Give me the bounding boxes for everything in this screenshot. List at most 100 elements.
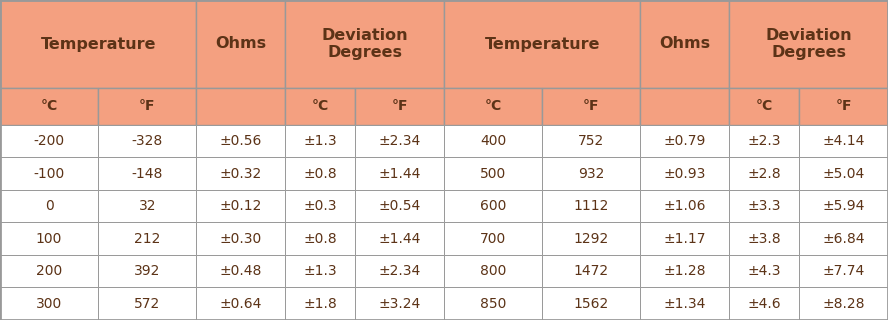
Text: 212: 212 bbox=[134, 232, 161, 246]
Text: Temperature: Temperature bbox=[40, 36, 156, 52]
Text: 200: 200 bbox=[36, 264, 62, 278]
Bar bbox=[196, 157, 285, 190]
Text: ±1.44: ±1.44 bbox=[378, 167, 421, 180]
Bar bbox=[99, 125, 196, 157]
Text: 572: 572 bbox=[134, 297, 161, 311]
Bar bbox=[196, 88, 285, 125]
Text: ±3.8: ±3.8 bbox=[748, 232, 781, 246]
Text: ±6.84: ±6.84 bbox=[822, 232, 865, 246]
Bar bbox=[640, 255, 729, 287]
Text: Temperature: Temperature bbox=[484, 36, 600, 52]
Bar bbox=[640, 157, 729, 190]
Bar bbox=[285, 125, 355, 157]
Text: 850: 850 bbox=[480, 297, 506, 311]
Text: ±2.34: ±2.34 bbox=[378, 264, 421, 278]
Bar bbox=[543, 125, 640, 157]
Bar bbox=[196, 125, 285, 157]
Text: 1472: 1472 bbox=[574, 264, 609, 278]
Bar bbox=[444, 0, 640, 88]
Bar bbox=[729, 222, 799, 255]
Bar bbox=[196, 190, 285, 222]
Bar bbox=[543, 88, 640, 125]
Text: 392: 392 bbox=[134, 264, 161, 278]
Bar bbox=[355, 157, 444, 190]
Text: ±0.12: ±0.12 bbox=[219, 199, 262, 213]
Bar bbox=[640, 0, 729, 88]
Bar bbox=[0, 0, 196, 88]
Bar bbox=[543, 190, 640, 222]
Bar bbox=[99, 190, 196, 222]
Text: -100: -100 bbox=[34, 167, 65, 180]
Text: ±4.14: ±4.14 bbox=[822, 134, 865, 148]
Bar bbox=[543, 222, 640, 255]
Text: 700: 700 bbox=[480, 232, 506, 246]
Text: ±2.34: ±2.34 bbox=[378, 134, 421, 148]
Bar bbox=[196, 255, 285, 287]
Bar bbox=[355, 222, 444, 255]
Bar bbox=[355, 190, 444, 222]
Bar bbox=[285, 157, 355, 190]
Text: ±1.06: ±1.06 bbox=[663, 199, 706, 213]
Text: ±2.8: ±2.8 bbox=[748, 167, 781, 180]
Bar bbox=[799, 88, 888, 125]
Text: 800: 800 bbox=[480, 264, 506, 278]
Text: Ohms: Ohms bbox=[659, 36, 710, 52]
Bar bbox=[99, 222, 196, 255]
Bar bbox=[444, 190, 543, 222]
Bar bbox=[0, 255, 99, 287]
Bar bbox=[444, 157, 543, 190]
Text: ±3.3: ±3.3 bbox=[748, 199, 781, 213]
Bar bbox=[196, 222, 285, 255]
Bar bbox=[285, 190, 355, 222]
Text: ±7.74: ±7.74 bbox=[822, 264, 865, 278]
Bar bbox=[543, 255, 640, 287]
Bar bbox=[729, 0, 888, 88]
Bar bbox=[799, 287, 888, 320]
Bar bbox=[99, 255, 196, 287]
Text: ±0.32: ±0.32 bbox=[219, 167, 262, 180]
Bar bbox=[285, 0, 444, 88]
Text: Deviation
Degrees: Deviation Degrees bbox=[765, 28, 852, 60]
Bar bbox=[285, 88, 355, 125]
Bar bbox=[0, 287, 99, 320]
Text: ±0.79: ±0.79 bbox=[663, 134, 706, 148]
Text: Deviation
Degrees: Deviation Degrees bbox=[321, 28, 408, 60]
Text: °F: °F bbox=[392, 100, 408, 113]
Text: °F: °F bbox=[583, 100, 599, 113]
Bar bbox=[285, 255, 355, 287]
Text: ±2.3: ±2.3 bbox=[748, 134, 781, 148]
Bar bbox=[799, 222, 888, 255]
Text: 500: 500 bbox=[480, 167, 506, 180]
Bar bbox=[0, 222, 99, 255]
Text: -200: -200 bbox=[34, 134, 65, 148]
Bar bbox=[729, 255, 799, 287]
Text: ±5.94: ±5.94 bbox=[822, 199, 865, 213]
Text: ±3.24: ±3.24 bbox=[378, 297, 421, 311]
Bar bbox=[355, 255, 444, 287]
Text: ±0.54: ±0.54 bbox=[378, 199, 421, 213]
Text: ±1.8: ±1.8 bbox=[304, 297, 337, 311]
Bar bbox=[0, 157, 99, 190]
Text: Ohms: Ohms bbox=[215, 36, 266, 52]
Bar bbox=[355, 287, 444, 320]
Text: ±0.64: ±0.64 bbox=[219, 297, 262, 311]
Text: -148: -148 bbox=[131, 167, 163, 180]
Text: °C: °C bbox=[756, 100, 773, 113]
Text: ±4.3: ±4.3 bbox=[748, 264, 781, 278]
Bar bbox=[285, 287, 355, 320]
Bar bbox=[444, 125, 543, 157]
Bar bbox=[799, 255, 888, 287]
Bar bbox=[355, 125, 444, 157]
Bar bbox=[729, 287, 799, 320]
Text: 0: 0 bbox=[44, 199, 53, 213]
Text: 1562: 1562 bbox=[574, 297, 609, 311]
Text: ±0.93: ±0.93 bbox=[663, 167, 706, 180]
Text: 100: 100 bbox=[36, 232, 62, 246]
Bar bbox=[543, 287, 640, 320]
Text: ±0.8: ±0.8 bbox=[304, 232, 337, 246]
Bar bbox=[355, 88, 444, 125]
Text: 32: 32 bbox=[139, 199, 156, 213]
Bar bbox=[729, 125, 799, 157]
Text: ±1.3: ±1.3 bbox=[304, 134, 337, 148]
Bar bbox=[196, 0, 285, 88]
